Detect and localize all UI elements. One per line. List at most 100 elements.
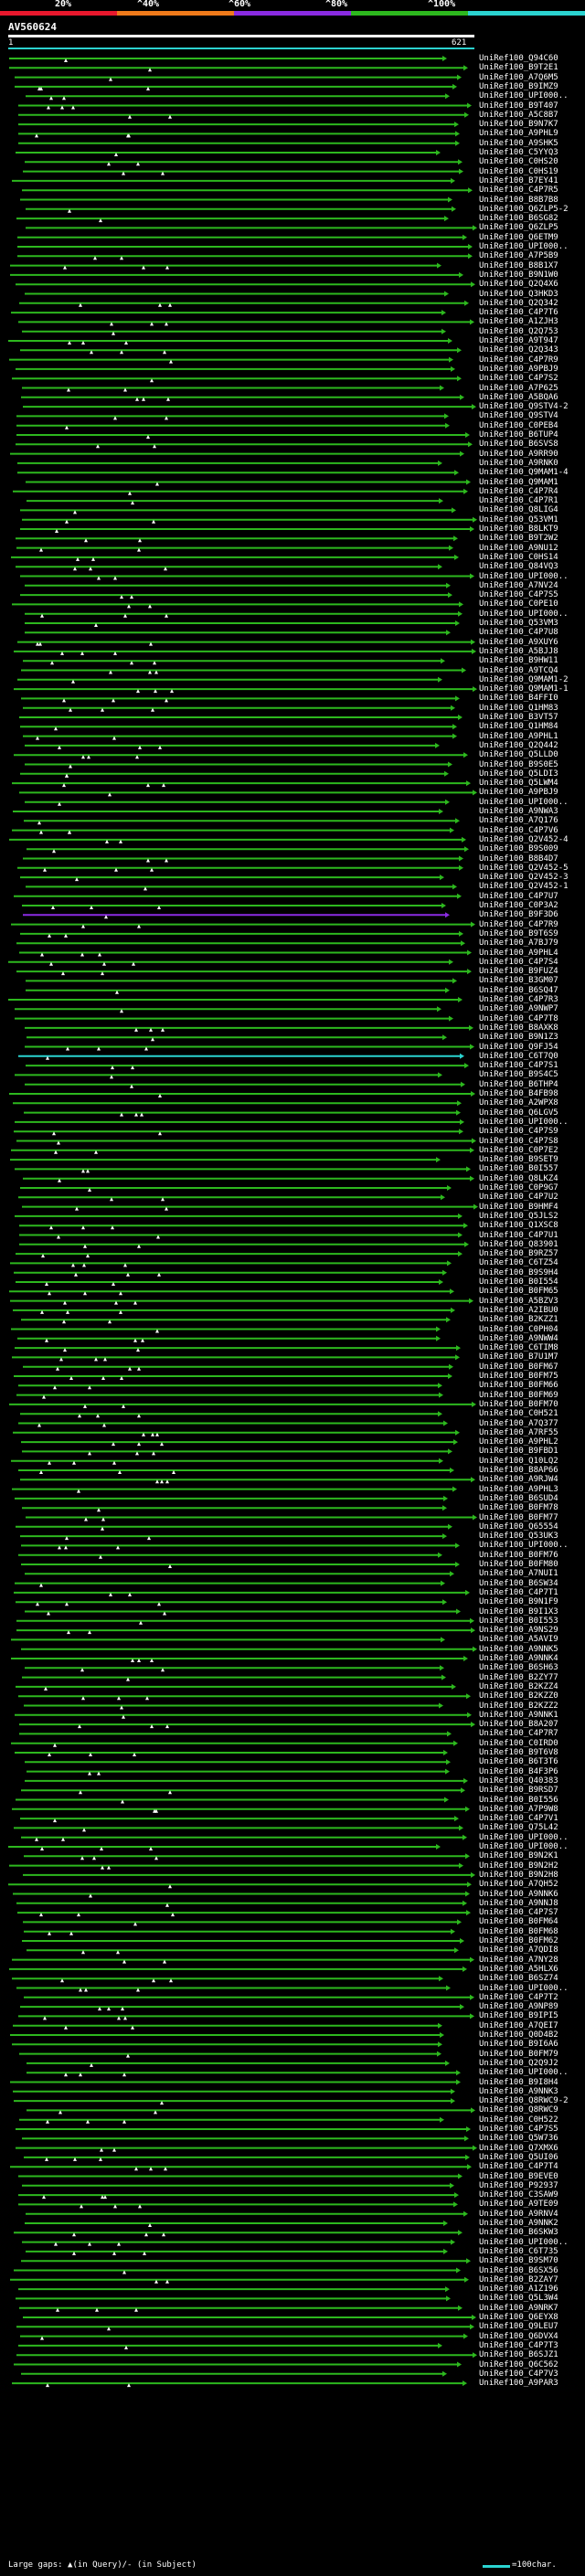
hit-label[interactable]: UniRef100_B9T6V8 <box>479 1748 558 1757</box>
hit-label[interactable]: UniRef100_A9NU12 <box>479 543 558 553</box>
hit-label[interactable]: UniRef100_C0H521 <box>479 1409 558 1419</box>
hit-label[interactable]: UniRef100_B6T3T6 <box>479 1757 558 1767</box>
hit-label[interactable]: UniRef100_A9PHL9 <box>479 129 558 139</box>
hit-label[interactable]: UniRef100_B0I554 <box>479 1277 558 1287</box>
hit-label[interactable]: UniRef100_P92937 <box>479 2180 558 2190</box>
hit-label[interactable]: UniRef100_B9T2W2 <box>479 534 558 544</box>
hit-label[interactable]: UniRef100_B9N1Z3 <box>479 1033 558 1043</box>
hit-label[interactable]: UniRef100_A9RJW4 <box>479 1475 558 1485</box>
hit-label[interactable]: UniRef100_A7Q377 <box>479 1418 558 1428</box>
hit-label[interactable]: UniRef100_B8B4D7 <box>479 853 558 864</box>
hit-label[interactable]: UniRef100_B8LKT9 <box>479 525 558 534</box>
hit-label[interactable]: UniRef100_Q5UI06 <box>479 2152 558 2162</box>
hit-label[interactable]: UniRef100_B6TUP4 <box>479 430 558 440</box>
hit-label[interactable]: UniRef100_C4P7T3 <box>479 2340 558 2350</box>
hit-label[interactable]: UniRef100_A2IBU0 <box>479 1305 558 1315</box>
hit-label[interactable]: UniRef100_A7NUI1 <box>479 1569 558 1579</box>
hit-label[interactable]: UniRef100_Q6DVX4 <box>479 2331 558 2341</box>
hit-label[interactable]: UniRef100_UPI000.. <box>479 1983 569 1993</box>
hit-label[interactable]: UniRef100_B9SET9 <box>479 1155 558 1165</box>
hit-label[interactable]: UniRef100_B4F3P6 <box>479 1766 558 1776</box>
hit-label[interactable]: UniRef100_B7EY41 <box>479 175 558 186</box>
hit-label[interactable]: UniRef100_Q9LEU7 <box>479 2322 558 2332</box>
hit-label[interactable]: UniRef100_B9RSD7 <box>479 1786 558 1796</box>
hit-label[interactable]: UniRef100_Q7XMX6 <box>479 2143 558 2153</box>
hit-label[interactable]: UniRef100_C3SAW9 <box>479 2190 558 2200</box>
hit-label[interactable]: UniRef100_A9PAR3 <box>479 2379 558 2389</box>
hit-label[interactable]: UniRef100_Q6ZLP5-2 <box>479 204 569 214</box>
hit-label[interactable]: UniRef100_Q65554 <box>479 1521 558 1532</box>
hit-label[interactable]: UniRef100_B9I6A6 <box>479 2040 558 2050</box>
hit-label[interactable]: UniRef100_B3VT57 <box>479 713 558 722</box>
hit-label[interactable]: UniRef100_Q9MAM1 <box>479 477 558 487</box>
hit-label[interactable]: UniRef100_UPI000.. <box>479 1541 569 1551</box>
hit-label[interactable]: UniRef100_B2KZZ2 <box>479 1701 558 1711</box>
hit-label[interactable]: UniRef100_B8AXK8 <box>479 1023 558 1033</box>
hit-label[interactable]: UniRef100_A7QH52 <box>479 1880 558 1890</box>
hit-label[interactable]: UniRef100_B9S4C5 <box>479 1070 558 1080</box>
hit-label[interactable]: UniRef100_UPI000.. <box>479 1832 569 1842</box>
hit-label[interactable]: UniRef100_B6SG82 <box>479 214 558 224</box>
hit-label[interactable]: UniRef100_A9PBJ9 <box>479 364 558 374</box>
hit-label[interactable]: UniRef100_B0I557 <box>479 1164 558 1174</box>
hit-label[interactable]: UniRef100_B6THP4 <box>479 1079 558 1089</box>
hit-label[interactable]: UniRef100_Q2Q9J2 <box>479 2058 558 2068</box>
hit-label[interactable]: UniRef100_A2WPX8 <box>479 1098 558 1108</box>
hit-label[interactable]: UniRef100_A9PHL4 <box>479 948 558 958</box>
hit-label[interactable]: UniRef100_Q6ZLP5 <box>479 223 558 233</box>
hit-label[interactable]: UniRef100_A9NNK3 <box>479 2086 558 2096</box>
hit-label[interactable]: UniRef100_C0PE10 <box>479 599 558 610</box>
hit-label[interactable]: UniRef100_A9NNK2 <box>479 2219 558 2228</box>
hit-label[interactable]: UniRef100_A5C8B7 <box>479 110 558 120</box>
hit-label[interactable]: UniRef100_Q5JLS2 <box>479 1211 558 1221</box>
hit-label[interactable]: UniRef100_C6T7Q0 <box>479 1051 558 1061</box>
hit-label[interactable]: UniRef100_B6SJZ1 <box>479 2350 558 2360</box>
hit-label[interactable]: UniRef100_A7NV24 <box>479 580 558 590</box>
hit-label[interactable]: UniRef100_C0HS19 <box>479 166 558 176</box>
hit-label[interactable]: UniRef100_B6SX56 <box>479 2265 558 2275</box>
hit-label[interactable]: UniRef100_A9PHL1 <box>479 731 558 741</box>
hit-label[interactable]: UniRef100_B3GM07 <box>479 976 558 986</box>
hit-label[interactable]: UniRef100_B9I8H4 <box>479 2077 558 2087</box>
hit-label[interactable]: UniRef100_Q1HM84 <box>479 722 558 732</box>
hit-label[interactable]: UniRef100_C4P7T1 <box>479 1587 558 1597</box>
hit-label[interactable]: UniRef100_C6TIM8 <box>479 1343 558 1353</box>
hit-label[interactable]: UniRef100_Q1XSC8 <box>479 1221 558 1231</box>
hit-label[interactable]: UniRef100_Q2Q4X6 <box>479 280 558 290</box>
hit-label[interactable]: UniRef100_C4P7T8 <box>479 1013 558 1023</box>
hit-label[interactable]: UniRef100_B9IPI5 <box>479 2011 558 2021</box>
hit-label[interactable]: UniRef100_B8A207 <box>479 1720 558 1730</box>
hit-label[interactable]: UniRef100_A9RNK0 <box>479 458 558 468</box>
hit-label[interactable]: UniRef100_A7BJ79 <box>479 938 558 949</box>
hit-label[interactable]: UniRef100_C4P7S2 <box>479 374 558 384</box>
hit-label[interactable]: UniRef100_B0I556 <box>479 1795 558 1805</box>
hit-label[interactable]: UniRef100_UPI000.. <box>479 91 569 101</box>
hit-label[interactable]: UniRef100_Q40383 <box>479 1776 558 1786</box>
hit-label[interactable]: UniRef100_B9S0E5 <box>479 759 558 769</box>
hit-label[interactable]: UniRef100_B9N7K7 <box>479 120 558 130</box>
hit-label[interactable]: UniRef100_B9I1X3 <box>479 1606 558 1617</box>
hit-label[interactable]: UniRef100_C4P7R5 <box>479 186 558 196</box>
hit-label[interactable]: UniRef100_Q84VQ3 <box>479 562 558 572</box>
hit-label[interactable]: UniRef100_A9NP89 <box>479 2002 558 2012</box>
hit-label[interactable]: UniRef100_A7P9W8 <box>479 1804 558 1814</box>
hit-label[interactable]: UniRef100_B6SH63 <box>479 1663 558 1673</box>
hit-label[interactable]: UniRef100_C4P7T4 <box>479 2162 558 2172</box>
hit-label[interactable]: UniRef100_Q0D4B2 <box>479 2030 558 2040</box>
hit-label[interactable]: UniRef100_B0I553 <box>479 1616 558 1626</box>
hit-label[interactable]: UniRef100_B9N1F9 <box>479 1597 558 1607</box>
hit-label[interactable]: UniRef100_B0FM75 <box>479 1372 558 1381</box>
hit-label[interactable]: UniRef100_Q5L3W4 <box>479 2294 558 2304</box>
hit-label[interactable]: UniRef100_Q8RWC9-2 <box>479 2096 569 2106</box>
hit-label[interactable]: UniRef100_Q2Q442 <box>479 740 558 750</box>
hit-label[interactable]: UniRef100_B9SM70 <box>479 2256 558 2266</box>
hit-label[interactable]: UniRef100_Q10LQ2 <box>479 1456 558 1466</box>
hit-label[interactable]: UniRef100_A7QEI7 <box>479 2020 558 2030</box>
hit-label[interactable]: UniRef100_B6SW34 <box>479 1578 558 1588</box>
hit-label[interactable]: UniRef100_B8B7B8 <box>479 195 558 205</box>
hit-label[interactable]: UniRef100_C4P7U2 <box>479 1193 558 1203</box>
hit-label[interactable]: UniRef100_B9S9H4 <box>479 1267 558 1277</box>
hit-label[interactable]: UniRef100_Q9MAM1-1 <box>479 684 569 694</box>
hit-label[interactable]: UniRef100_B0FM65 <box>479 1287 558 1297</box>
hit-label[interactable]: UniRef100_UPI000.. <box>479 1842 569 1851</box>
